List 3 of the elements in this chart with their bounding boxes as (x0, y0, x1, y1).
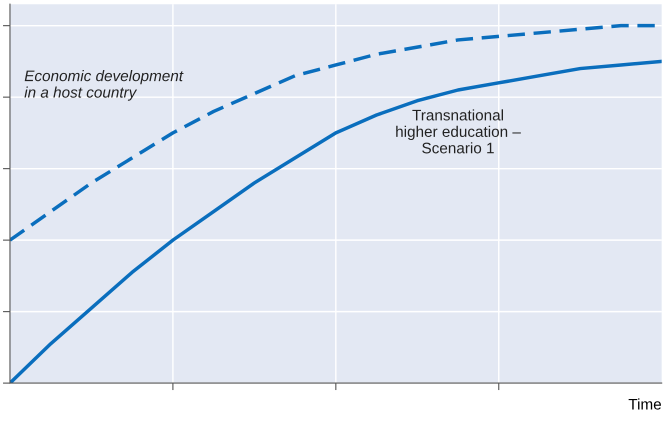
series-label: Transnational higher education – Scenario 1 (396, 109, 521, 154)
x-axis-title: Time (628, 398, 661, 410)
series-label: Economic development in a host country (24, 70, 184, 101)
